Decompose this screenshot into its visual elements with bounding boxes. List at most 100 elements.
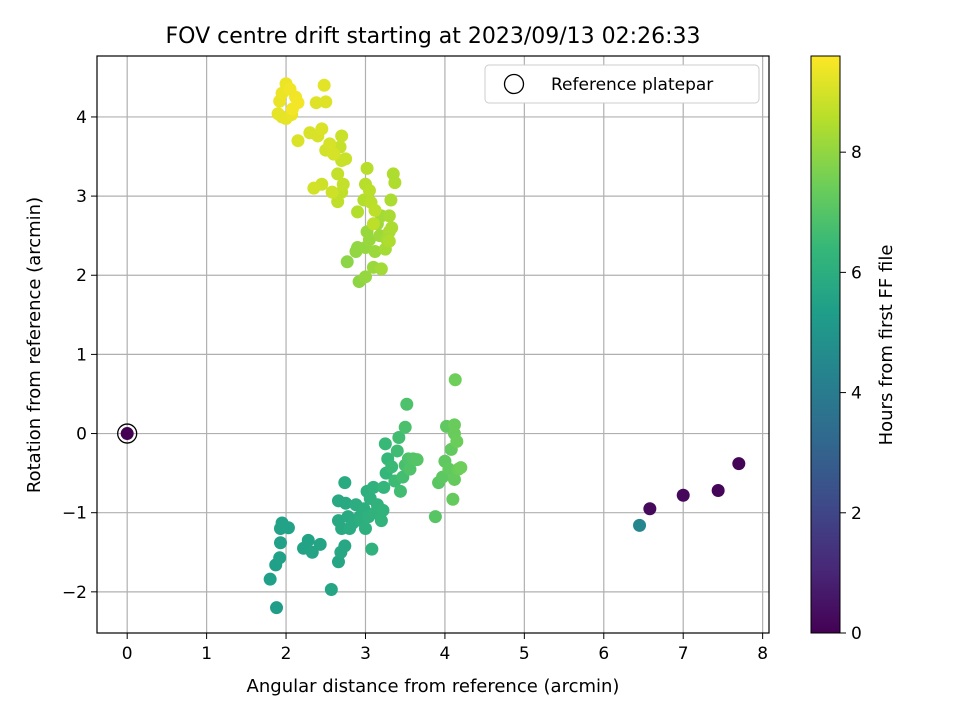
scatter-point	[403, 462, 417, 476]
scatter-point	[120, 427, 134, 441]
scatter-point	[392, 431, 406, 445]
scatter-point	[385, 460, 399, 474]
x-tick-label: 5	[519, 644, 530, 664]
scatter-point	[366, 480, 380, 494]
scatter-point	[324, 582, 338, 596]
x-tick-label: 1	[201, 644, 212, 664]
scatter-point	[410, 453, 424, 467]
colorbar-gradient	[810, 55, 841, 634]
scatter-point	[362, 184, 376, 198]
scatter-point	[303, 126, 317, 140]
plot-area-frame	[96, 55, 770, 634]
scatter-point	[351, 205, 365, 219]
scatter-point	[338, 539, 352, 553]
scatter-point	[291, 134, 305, 148]
colorbar-tick-label: 4	[851, 384, 862, 404]
x-tick-label: 6	[598, 644, 609, 664]
scatter-point	[388, 176, 402, 190]
scatter-point	[366, 217, 380, 231]
y-tick-label: 3	[76, 187, 87, 207]
scatter-point	[633, 518, 647, 532]
scatter-point	[393, 484, 407, 498]
scatter-point	[732, 457, 746, 471]
colorbar: 0 2 4 6 8 Hours from first FF file	[810, 55, 897, 644]
reference-platepar-marker	[117, 423, 138, 444]
scatter-point	[270, 601, 284, 615]
scatter-point	[382, 234, 396, 248]
x-tick-label: 2	[281, 644, 292, 664]
scatter-point	[385, 221, 399, 235]
scatter-point	[323, 137, 337, 151]
scatter-point	[340, 255, 354, 269]
scatter-point	[447, 418, 461, 432]
scatter-point	[315, 122, 329, 136]
scatter-point	[319, 95, 333, 109]
scatter-point	[360, 161, 374, 175]
scatter-point	[711, 484, 725, 498]
scatter-point	[338, 476, 352, 490]
scatter-point	[313, 537, 327, 551]
scatter-point	[365, 542, 379, 556]
scatter-point	[374, 514, 388, 528]
scatter-point	[643, 502, 657, 516]
scatter-point	[374, 262, 388, 276]
y-tick-label: 0	[76, 425, 87, 445]
legend-label-reference: Reference platepar	[551, 75, 713, 95]
scatter-point	[358, 522, 372, 536]
scatter-point	[273, 551, 287, 565]
x-tick-label: 7	[678, 644, 689, 664]
y-tick-label: −2	[62, 583, 87, 603]
scatter-point	[307, 181, 321, 195]
chart-title: FOV centre drift starting at 2023/09/13 …	[166, 24, 701, 49]
x-tick-label: 0	[122, 644, 133, 664]
scatter-point	[305, 545, 319, 559]
colorbar-tick-label: 8	[851, 143, 862, 163]
scatter-point	[384, 193, 398, 207]
x-tick-label: 4	[440, 644, 451, 664]
scatter-point	[291, 96, 305, 110]
scatter-point	[446, 492, 460, 506]
scatter-point	[442, 462, 456, 476]
scatter-point	[428, 510, 442, 524]
scatter-point	[398, 420, 412, 434]
scatter-point	[335, 129, 349, 143]
scatter-point	[447, 472, 461, 486]
colorbar-tick-label: 0	[851, 624, 862, 644]
scatter-point	[281, 521, 295, 535]
scatter-point	[450, 434, 464, 448]
colorbar-label: Hours from first FF file	[876, 245, 897, 446]
axis-ticks: 0 1 2 3 4 5 6 7 8 −2 −1 0 1 2 3 4	[62, 108, 768, 664]
scatter-point	[327, 147, 341, 161]
scatter-point	[362, 233, 376, 247]
scatter-point	[309, 96, 323, 110]
scatter-point	[263, 572, 277, 586]
scatter-point	[400, 397, 414, 411]
scatter-point	[378, 437, 392, 451]
scatter-point	[368, 203, 382, 217]
scatter-point	[331, 167, 345, 181]
scatter-point	[325, 185, 339, 199]
scatter-point	[377, 480, 391, 494]
y-tick-label: 1	[76, 345, 87, 365]
scatter-point	[368, 244, 382, 258]
x-tick-label: 8	[757, 644, 768, 664]
x-tick-label: 3	[360, 644, 371, 664]
colorbar-tick-label: 6	[851, 263, 862, 283]
legend: Reference platepar	[484, 64, 760, 104]
scatter-point	[336, 177, 350, 191]
legend-marker-reference-icon	[503, 73, 525, 95]
y-axis-label: Rotation from reference (arcmin)	[24, 197, 45, 493]
x-axis-label: Angular distance from reference (arcmin)	[247, 676, 620, 697]
scatter-point	[317, 78, 331, 92]
colorbar-tick-label: 2	[851, 504, 862, 524]
scatter-point	[273, 536, 287, 550]
y-tick-label: 4	[76, 108, 87, 128]
scatter-point	[382, 209, 396, 223]
scatter-point	[390, 444, 404, 458]
colorbar-ticks: 0 2 4 6 8	[840, 143, 862, 644]
scatter-point	[448, 373, 462, 387]
data-points	[117, 77, 746, 615]
y-tick-label: 2	[76, 266, 87, 286]
